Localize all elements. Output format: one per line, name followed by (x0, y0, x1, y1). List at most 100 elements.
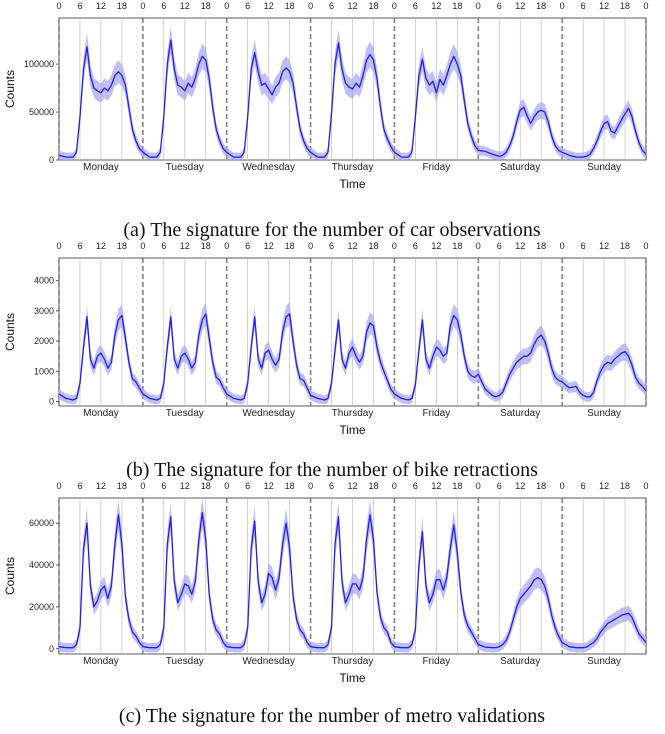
top-hour-label: 12 (599, 1, 609, 11)
top-hour-label: 18 (117, 1, 127, 11)
top-hour-label: 12 (180, 241, 190, 251)
top-hour-label: 18 (201, 1, 211, 11)
top-hour-label: 0 (56, 1, 61, 11)
day-label: Monday (83, 162, 119, 173)
y-tick-label: 1000 (34, 366, 54, 376)
day-label: Saturday (500, 656, 540, 667)
top-hour-label: 6 (581, 241, 586, 251)
top-hour-label: 0 (392, 481, 397, 491)
day-label: Thursday (332, 656, 374, 667)
panel-bike-retractions: 0 1000 2000 3000 4000 0 6 12 18 0 6 12 18 0 6 12 18 0 6 12 1… (3, 241, 649, 437)
day-label: Tuesday (166, 656, 204, 667)
top-hour-label: 18 (536, 241, 546, 251)
y-tick-label: 60000 (29, 518, 54, 528)
day-label: Wednesday (242, 408, 295, 419)
top-hour-label: 6 (497, 1, 502, 11)
top-hour-label: 18 (452, 481, 462, 491)
y-tick-label: 0 (49, 155, 54, 165)
top-hour-label: 18 (368, 481, 378, 491)
top-hour-label: 6 (413, 1, 418, 11)
top-hour-label: 18 (620, 1, 630, 11)
series-line (58, 313, 647, 401)
top-hour-label: 6 (77, 241, 82, 251)
day-label: Wednesday (242, 656, 295, 667)
confidence-band (59, 302, 646, 405)
top-hour-label: 6 (161, 241, 166, 251)
top-hour-label: 12 (599, 481, 609, 491)
top-hour-label: 12 (96, 1, 106, 11)
y-tick-label: 4000 (34, 276, 54, 286)
top-hour-label: 12 (347, 241, 357, 251)
day-label: Friday (422, 162, 450, 173)
top-hour-label: 6 (413, 241, 418, 251)
top-hour-label: 0 (308, 1, 313, 11)
y-tick-label: 2000 (34, 336, 54, 346)
day-label: Monday (83, 656, 119, 667)
top-hour-label: 12 (515, 1, 525, 11)
y-axis-label: Counts (3, 313, 17, 351)
caption-car: (a) The signature for the number of car … (123, 219, 540, 241)
top-hour-label: 0 (224, 1, 229, 11)
top-hour-label: 0 (140, 1, 145, 11)
top-hour-label: 0 (140, 481, 145, 491)
top-hour-label: 0 (308, 241, 313, 251)
y-axis-label: Counts (3, 70, 17, 108)
top-hour-label: 0 (476, 481, 481, 491)
top-hour-label: 18 (285, 481, 295, 491)
top-hour-label: 0 (560, 241, 565, 251)
top-hour-label: 0 (643, 1, 648, 11)
y-tick-label: 40000 (29, 560, 54, 570)
top-hour-label: 6 (161, 1, 166, 11)
top-hour-label: 12 (515, 241, 525, 251)
day-label: Tuesday (166, 162, 204, 173)
x-axis-label: Time (339, 671, 366, 685)
top-hour-label: 0 (643, 241, 648, 251)
top-hour-label: 12 (264, 241, 274, 251)
y-tick-label: 20000 (29, 602, 54, 612)
top-hour-label: 0 (560, 481, 565, 491)
day-label: Tuesday (166, 408, 204, 419)
top-hour-label: 12 (180, 1, 190, 11)
top-hour-label: 6 (581, 1, 586, 11)
panel-car-observations: 0 50000 100000 0 6 12 18 0 6 12 18 0 6 12 18 0 6 12 18 0 6 12… (3, 1, 649, 191)
y-axis-label: Counts (3, 557, 17, 595)
day-label: Sunday (587, 408, 621, 419)
top-hour-label: 18 (452, 1, 462, 11)
top-hour-label: 6 (245, 481, 250, 491)
x-axis-label: Time (339, 423, 366, 437)
y-tick-label: 0 (49, 396, 54, 406)
top-hour-label: 6 (77, 1, 82, 11)
top-hour-label: 18 (117, 241, 127, 251)
day-label: Thursday (332, 162, 374, 173)
top-hour-label: 6 (581, 481, 586, 491)
top-hour-label: 0 (140, 241, 145, 251)
top-hour-label: 12 (96, 481, 106, 491)
day-label: Sunday (587, 162, 621, 173)
top-hour-label: 18 (117, 481, 127, 491)
top-hour-label: 18 (452, 241, 462, 251)
top-hour-label: 6 (329, 1, 334, 11)
top-hour-label: 0 (56, 241, 61, 251)
top-hour-label: 18 (368, 1, 378, 11)
top-hour-label: 12 (347, 481, 357, 491)
top-hour-label: 6 (413, 481, 418, 491)
top-hour-label: 12 (431, 1, 441, 11)
top-hour-label: 12 (515, 481, 525, 491)
day-label: Friday (422, 408, 450, 419)
top-hour-label: 18 (285, 1, 295, 11)
top-hour-label: 0 (476, 1, 481, 11)
day-label: Sunday (587, 656, 621, 667)
y-tick-label: 3000 (34, 306, 54, 316)
top-hour-label: 0 (224, 241, 229, 251)
top-hour-label: 12 (180, 481, 190, 491)
top-hour-label: 6 (245, 241, 250, 251)
top-hour-label: 0 (560, 1, 565, 11)
top-hour-label: 6 (329, 241, 334, 251)
y-tick-label: 50000 (29, 107, 54, 117)
top-hour-label: 12 (264, 1, 274, 11)
top-hour-label: 18 (285, 241, 295, 251)
day-label: Saturday (500, 408, 540, 419)
caption-metro: (c) The signature for the number of metr… (119, 705, 545, 727)
top-hour-label: 12 (96, 241, 106, 251)
